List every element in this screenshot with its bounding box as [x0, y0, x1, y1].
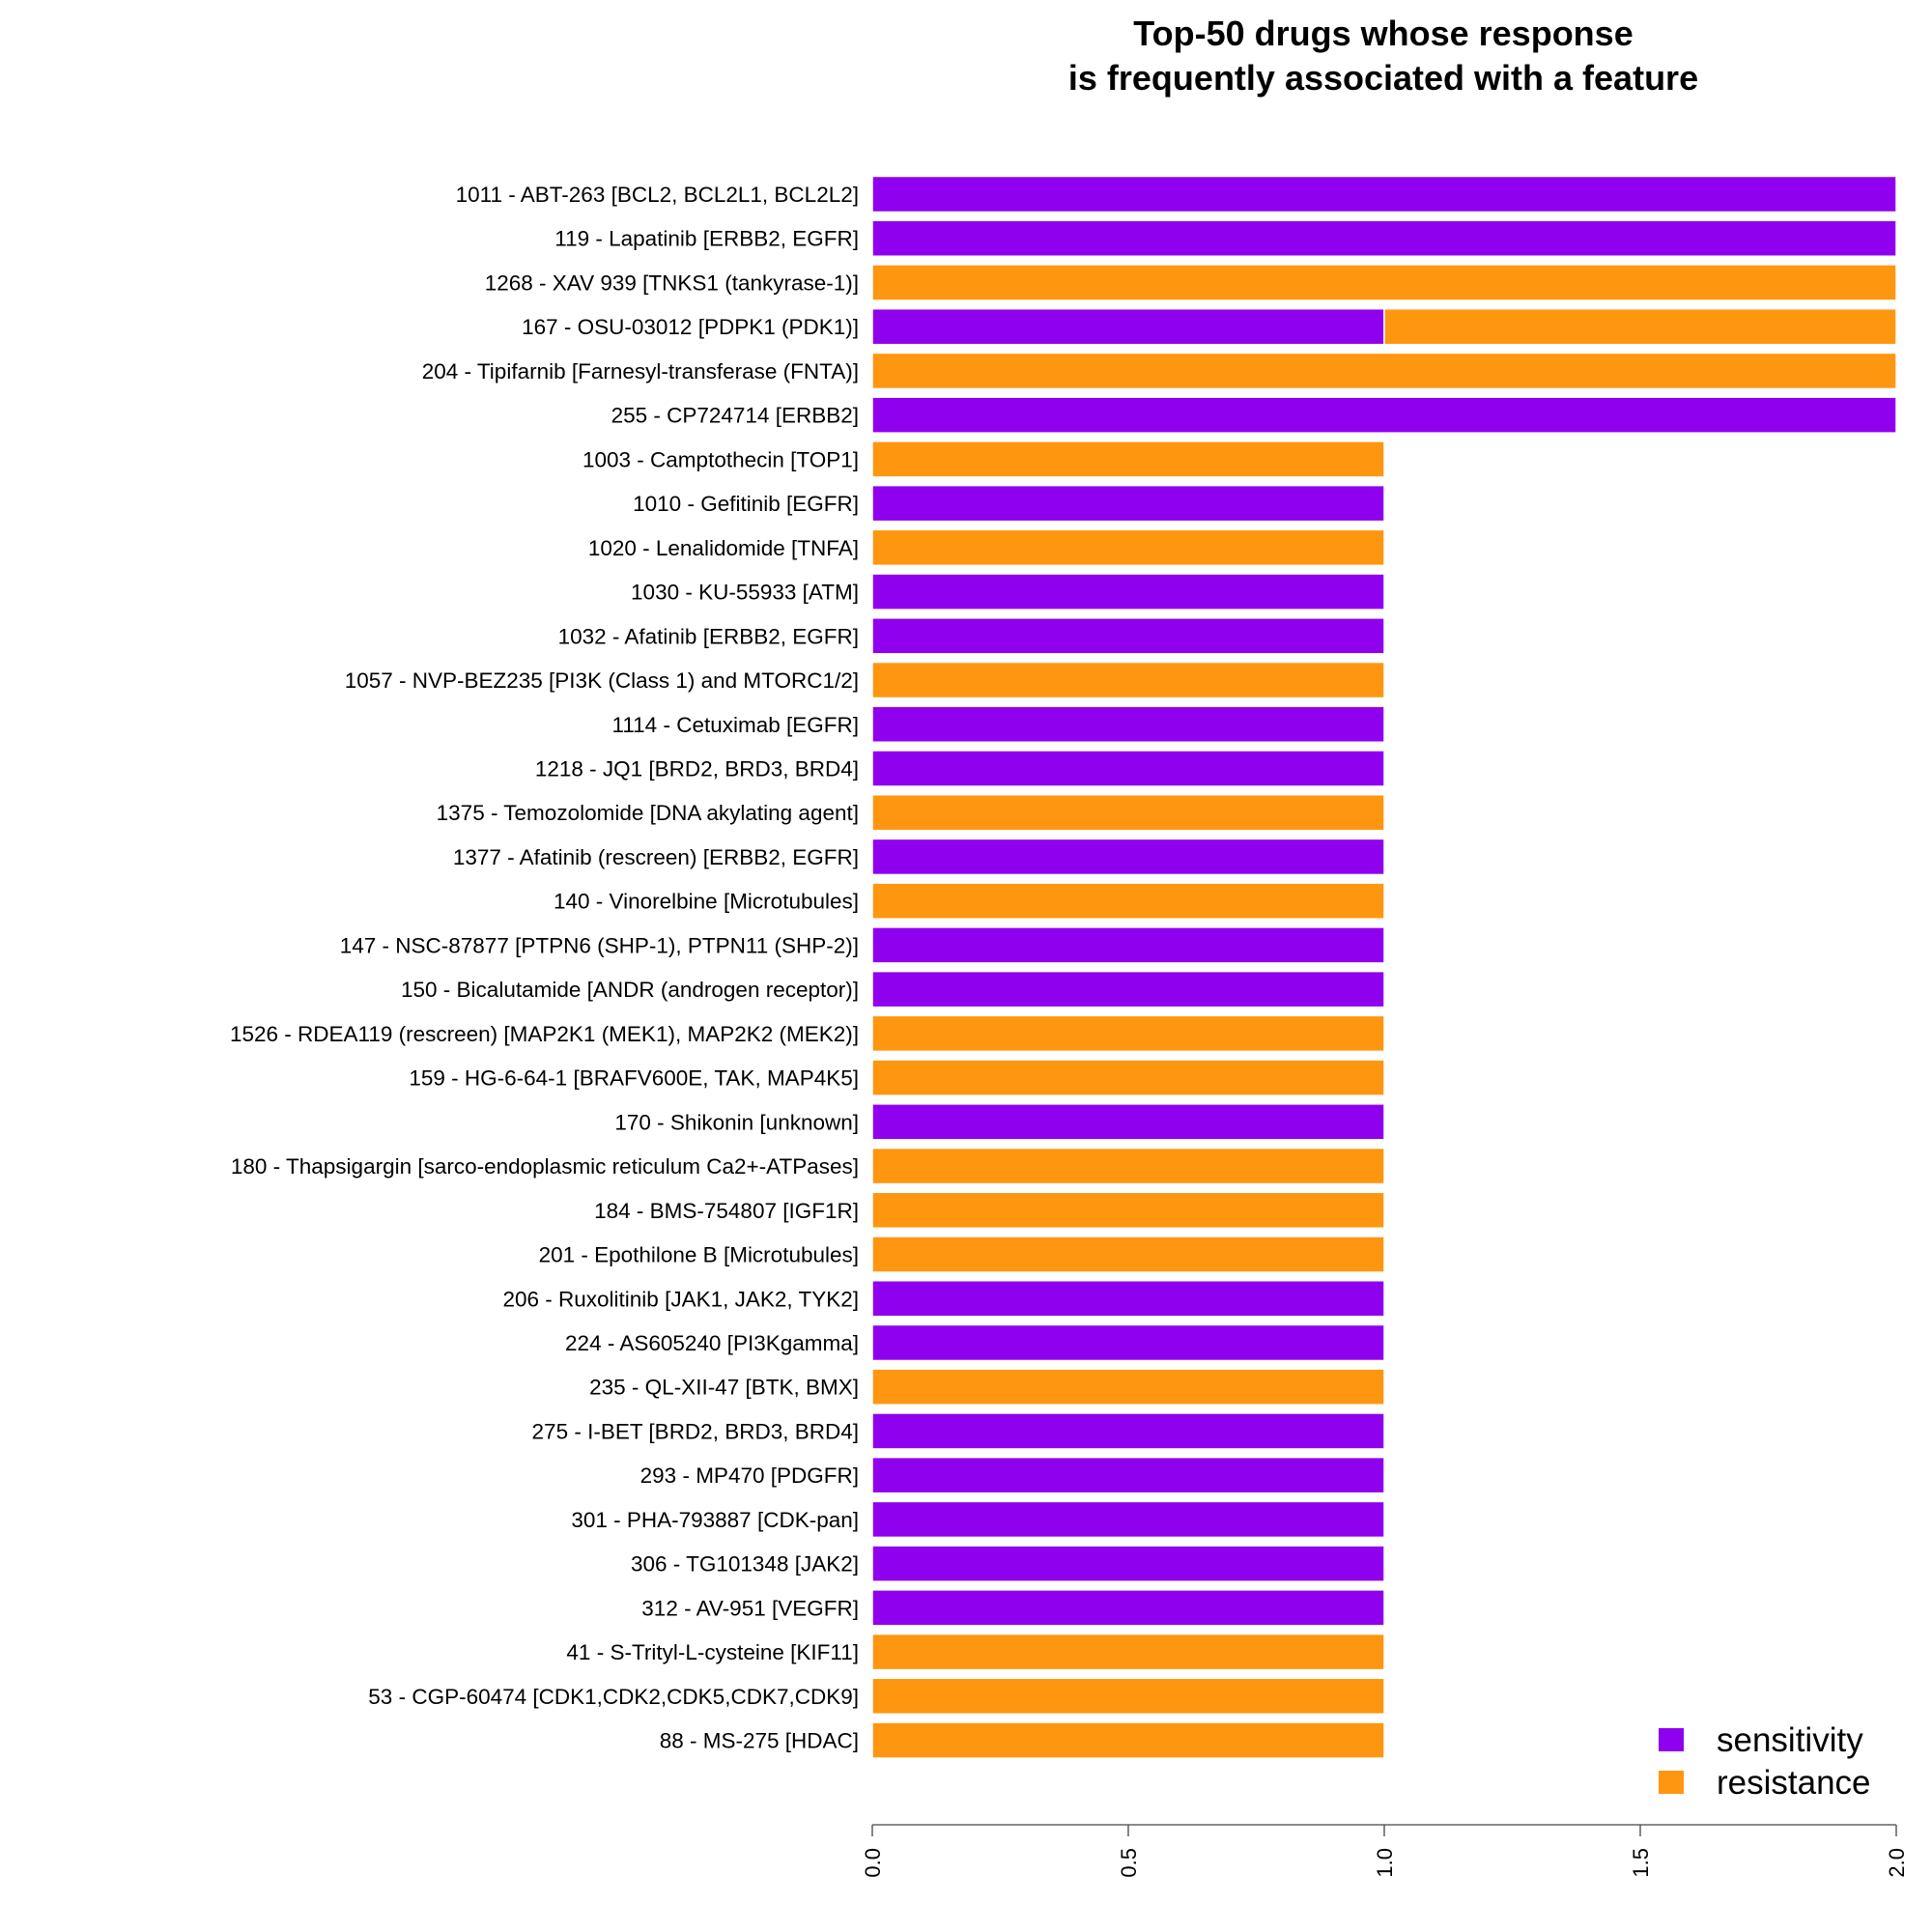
bar-resistance-24 [871, 1236, 1385, 1273]
bar-resistance-16 [871, 882, 1385, 920]
category-label-15: 1377 - Afatinib (rescreen) [ERBB2, EGFR] [453, 845, 859, 869]
category-label-31: 306 - TG101348 [JAK2] [631, 1552, 859, 1577]
bar-sensitivity-10 [871, 617, 1385, 655]
x-tick-label-0: 0.0 [861, 1848, 885, 1878]
chart-title-line-2: is frequently associated with a feature [1068, 58, 1698, 98]
category-label-2: 1268 - XAV 939 [TNKS1 (tankyrase-1)] [485, 270, 859, 295]
bar-resistance-14 [871, 793, 1385, 832]
category-label-14: 1375 - Temozolomide [DNA akylating agent… [437, 801, 859, 825]
bar-resistance-20 [871, 1059, 1385, 1096]
category-label-19: 1526 - RDEA119 (rescreen) [MAP2K1 (MEK1)… [230, 1022, 859, 1046]
bar-sensitivity-1 [871, 219, 1897, 257]
legend-label-sensitivity: sensitivity [1717, 1721, 1863, 1759]
bar-resistance-22 [871, 1147, 1385, 1185]
category-label-33: 41 - S-Trityl-L-cysteine [KIF11] [566, 1640, 859, 1664]
bar-sensitivity-29 [871, 1456, 1385, 1494]
category-label-25: 206 - Ruxolitinib [JAK1, JAK2, TYK2] [502, 1287, 859, 1311]
category-label-32: 312 - AV-951 [VEGFR] [641, 1596, 859, 1620]
bar-resistance-6 [871, 440, 1385, 478]
x-tick-label-1: 0.5 [1117, 1848, 1141, 1878]
category-label-27: 235 - QL-XII-47 [BTK, BMX] [589, 1376, 859, 1400]
category-label-5: 255 - CP724714 [ERBB2] [611, 404, 859, 428]
legend-label-resistance: resistance [1717, 1764, 1871, 1802]
bar-sensitivity-0 [871, 175, 1897, 213]
category-label-35: 88 - MS-275 [HDAC] [660, 1729, 859, 1753]
category-label-0: 1011 - ABT-263 [BCL2, BCL2L1, BCL2L2] [456, 183, 859, 207]
bar-sensitivity-3 [871, 307, 1385, 346]
bar-sensitivity-32 [871, 1589, 1385, 1627]
bar-resistance-35 [871, 1721, 1385, 1759]
category-label-20: 159 - HG-6-64-1 [BRAFV600E, TAK, MAP4K5] [409, 1066, 859, 1091]
bar-resistance-19 [871, 1014, 1385, 1053]
bar-sensitivity-30 [871, 1500, 1385, 1539]
bar-resistance-27 [871, 1368, 1385, 1406]
category-label-28: 275 - I-BET [BRD2, BRD3, BRD4] [532, 1419, 859, 1443]
category-label-23: 184 - BMS-754807 [IGF1R] [594, 1199, 859, 1223]
category-labels: 1011 - ABT-263 [BCL2, BCL2L1, BCL2L2] 119… [230, 183, 859, 1753]
category-label-4: 204 - Tipifarnib [Farnesyl-transferase (… [422, 359, 859, 384]
category-label-26: 224 - AS605240 [PI3Kgamma] [565, 1331, 859, 1355]
bar-resistance-4 [871, 352, 1897, 390]
category-label-21: 170 - Shikonin [unknown] [614, 1110, 859, 1134]
bar-sensitivity-9 [871, 573, 1385, 611]
bar-sensitivity-7 [871, 484, 1385, 523]
bar-resistance-2 [871, 264, 1897, 301]
category-label-30: 301 - PHA-793887 [CDK-pan] [571, 1508, 859, 1532]
category-label-17: 147 - NSC-87877 [PTPN6 (SHP-1), PTPN11 (… [340, 933, 859, 957]
bar-sensitivity-28 [871, 1412, 1385, 1450]
bar-sensitivity-18 [871, 970, 1385, 1009]
bar-sensitivity-13 [871, 750, 1385, 787]
x-tick-label-2: 1.0 [1373, 1848, 1397, 1878]
chart-title-line-1: Top-50 drugs whose response [1133, 14, 1633, 53]
bar-resistance-8 [871, 528, 1385, 567]
category-label-29: 293 - MP470 [PDGFR] [640, 1463, 859, 1488]
x-axis: 0.0 0.5 1.0 1.5 2.0 [861, 1824, 1909, 1878]
category-label-34: 53 - CGP-60474 [CDK1,CDK2,CDK5,CDK7,CDK9… [368, 1685, 859, 1709]
legend: sensitivity resistance [1659, 1721, 1871, 1802]
bar-resistance-33 [871, 1633, 1385, 1671]
category-label-24: 201 - Epothilone B [Microtubules] [539, 1243, 859, 1267]
chart-title: Top-50 drugs whose response is frequentl… [1068, 14, 1698, 98]
category-label-1: 119 - Lapatinib [ERBB2, EGFR] [554, 227, 859, 251]
bar-resistance-34 [871, 1677, 1385, 1716]
category-label-10: 1032 - Afatinib [ERBB2, EGFR] [558, 624, 859, 648]
bars-group [871, 175, 1897, 1759]
category-label-22: 180 - Thapsigargin [sarco-endoplasmic re… [231, 1154, 859, 1179]
category-label-11: 1057 - NVP-BEZ235 [PI3K (Class 1) and MT… [345, 668, 859, 693]
category-label-3: 167 - OSU-03012 [PDPK1 (PDK1)] [522, 315, 859, 339]
category-label-16: 140 - Vinorelbine [Microtubules] [554, 890, 859, 914]
category-label-8: 1020 - Lenalidomide [TNFA] [588, 536, 859, 560]
category-label-18: 150 - Bicalutamide [ANDR (androgen recep… [401, 978, 859, 1002]
x-tick-label-3: 1.5 [1629, 1848, 1653, 1878]
bar-sensitivity-12 [871, 705, 1385, 744]
category-label-7: 1010 - Gefitinib [EGFR] [633, 492, 859, 516]
legend-swatch-sensitivity [1659, 1728, 1684, 1751]
x-tick-label-4: 2.0 [1885, 1848, 1909, 1878]
category-label-13: 1218 - JQ1 [BRD2, BRD3, BRD4] [535, 756, 859, 781]
category-label-12: 1114 - Cetuximab [EGFR] [611, 713, 859, 737]
legend-swatch-resistance [1659, 1771, 1684, 1794]
bar-resistance-3 [1383, 307, 1897, 346]
bar-sensitivity-15 [871, 838, 1385, 876]
bar-sensitivity-31 [871, 1545, 1385, 1582]
bar-sensitivity-5 [871, 396, 1897, 434]
category-label-9: 1030 - KU-55933 [ATM] [631, 581, 859, 605]
bar-sensitivity-25 [871, 1280, 1385, 1318]
category-label-6: 1003 - Camptothecin [TOP1] [582, 447, 859, 471]
bar-resistance-11 [871, 661, 1385, 699]
bar-sensitivity-17 [871, 926, 1385, 964]
bar-sensitivity-26 [871, 1323, 1385, 1362]
bar-resistance-23 [871, 1191, 1385, 1230]
bar-sensitivity-21 [871, 1103, 1385, 1141]
